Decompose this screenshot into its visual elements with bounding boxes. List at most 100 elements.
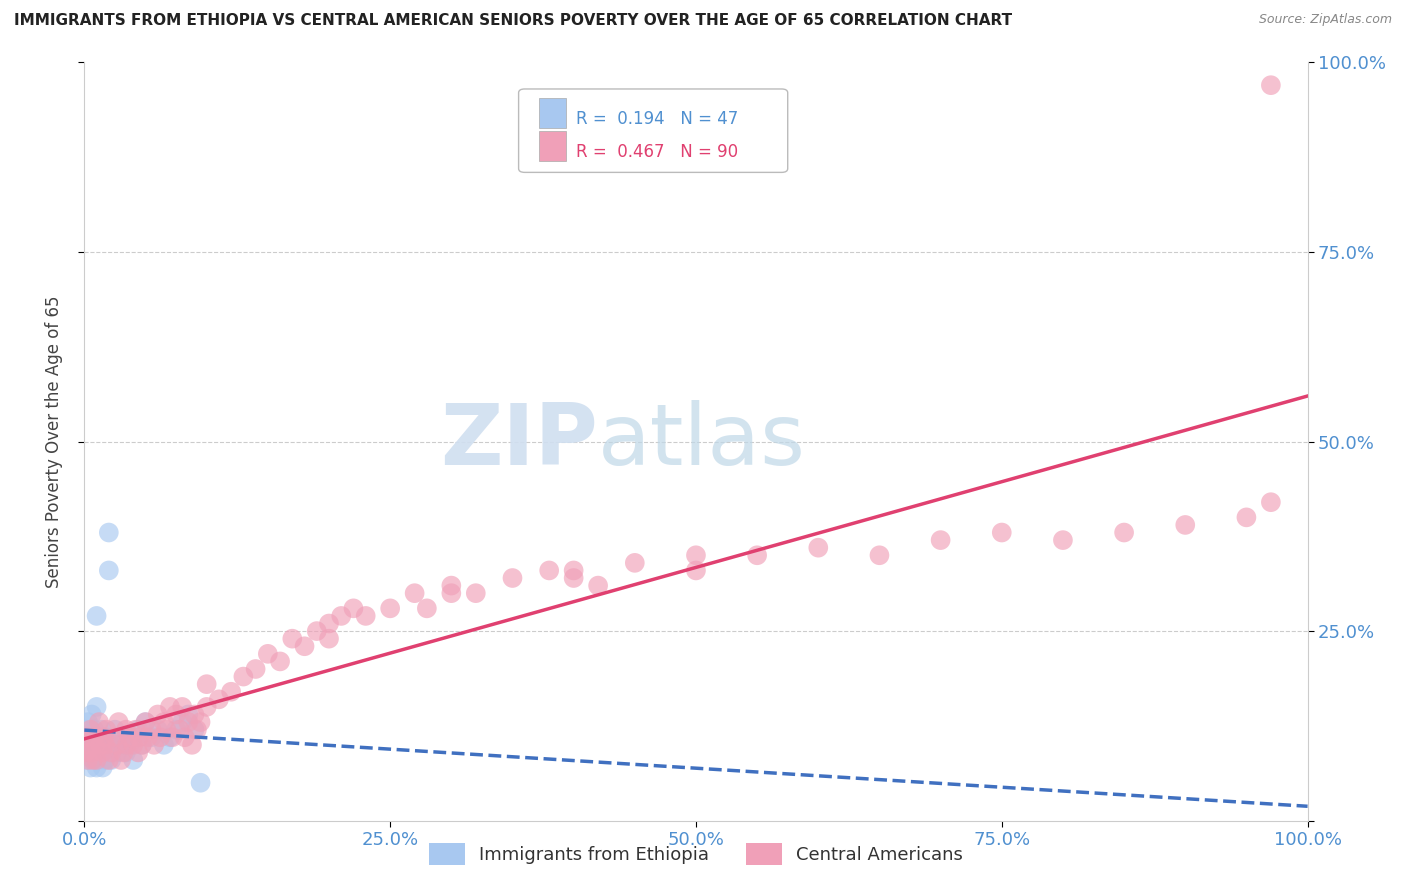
Point bbox=[562, 564, 585, 578]
Point bbox=[929, 533, 952, 548]
Point bbox=[89, 738, 111, 752]
Point bbox=[79, 730, 101, 744]
Point bbox=[281, 632, 304, 646]
Point bbox=[112, 746, 135, 760]
Point bbox=[127, 746, 149, 760]
Point bbox=[91, 760, 114, 774]
Point bbox=[97, 525, 120, 540]
Point bbox=[87, 753, 110, 767]
Point bbox=[159, 699, 181, 714]
Point bbox=[122, 753, 145, 767]
Point bbox=[97, 753, 120, 767]
Point bbox=[131, 738, 153, 752]
Point bbox=[624, 556, 647, 570]
Point bbox=[173, 730, 195, 744]
Point bbox=[586, 579, 609, 593]
Point bbox=[257, 647, 280, 661]
Point bbox=[100, 746, 122, 760]
Point bbox=[122, 738, 145, 752]
Text: Source: ZipAtlas.com: Source: ZipAtlas.com bbox=[1258, 13, 1392, 27]
Point bbox=[1052, 533, 1074, 548]
Point bbox=[96, 723, 118, 737]
Point bbox=[104, 723, 127, 737]
Point bbox=[128, 730, 150, 744]
Point bbox=[269, 655, 291, 669]
Legend: Immigrants from Ethiopia, Central Americans: Immigrants from Ethiopia, Central Americ… bbox=[422, 836, 970, 872]
Point bbox=[76, 738, 98, 752]
Point bbox=[143, 738, 166, 752]
Point bbox=[93, 730, 115, 744]
Point bbox=[183, 707, 205, 722]
Point bbox=[77, 753, 100, 767]
Point bbox=[89, 746, 111, 760]
Text: R =  0.467   N = 90: R = 0.467 N = 90 bbox=[576, 143, 738, 161]
Point bbox=[105, 738, 128, 752]
Point bbox=[97, 564, 120, 578]
Point bbox=[165, 723, 187, 737]
Point bbox=[105, 746, 128, 760]
Point bbox=[115, 723, 138, 737]
Point bbox=[83, 753, 105, 767]
Point bbox=[165, 707, 187, 722]
Point bbox=[141, 723, 163, 737]
Point bbox=[136, 730, 159, 744]
Point bbox=[77, 738, 100, 752]
Point bbox=[115, 738, 138, 752]
Point bbox=[245, 662, 267, 676]
Point bbox=[75, 723, 97, 737]
Point bbox=[440, 586, 463, 600]
Point bbox=[195, 699, 218, 714]
Point bbox=[127, 723, 149, 737]
Point bbox=[107, 715, 129, 730]
Point bbox=[82, 738, 104, 752]
Point bbox=[440, 579, 463, 593]
Point bbox=[141, 730, 163, 744]
Point bbox=[219, 685, 242, 699]
Point bbox=[869, 548, 891, 563]
Point bbox=[77, 753, 100, 767]
Point bbox=[1114, 525, 1136, 540]
Point bbox=[318, 616, 340, 631]
Point bbox=[330, 608, 353, 623]
Point bbox=[90, 723, 112, 737]
Point bbox=[1236, 510, 1258, 524]
Point bbox=[502, 571, 524, 585]
Point bbox=[181, 738, 204, 752]
Point bbox=[149, 730, 172, 744]
Point bbox=[83, 723, 105, 737]
Point bbox=[110, 753, 132, 767]
Point bbox=[183, 723, 205, 737]
Point bbox=[380, 601, 402, 615]
Point bbox=[79, 760, 101, 774]
Point bbox=[177, 715, 200, 730]
Point bbox=[1174, 517, 1197, 532]
Point bbox=[75, 746, 97, 760]
Point bbox=[112, 730, 135, 744]
Point bbox=[354, 608, 377, 623]
Point bbox=[82, 753, 104, 767]
Point bbox=[342, 601, 364, 615]
Point bbox=[96, 730, 118, 744]
Point bbox=[538, 564, 561, 578]
Point bbox=[84, 738, 107, 752]
Point bbox=[991, 525, 1014, 540]
Point bbox=[186, 723, 208, 737]
Point bbox=[155, 723, 177, 737]
Point bbox=[135, 715, 157, 730]
Point bbox=[146, 723, 169, 737]
Point bbox=[1260, 78, 1282, 92]
Point bbox=[190, 776, 212, 790]
Point bbox=[172, 715, 194, 730]
Point bbox=[91, 746, 114, 760]
Point bbox=[169, 723, 191, 737]
Point bbox=[562, 571, 585, 585]
FancyBboxPatch shape bbox=[540, 98, 567, 128]
Point bbox=[100, 753, 122, 767]
Point bbox=[464, 586, 486, 600]
Point bbox=[159, 730, 181, 744]
Point bbox=[104, 730, 127, 744]
Point bbox=[94, 753, 117, 767]
Point bbox=[195, 677, 218, 691]
Point bbox=[98, 738, 121, 752]
Point bbox=[162, 730, 184, 744]
